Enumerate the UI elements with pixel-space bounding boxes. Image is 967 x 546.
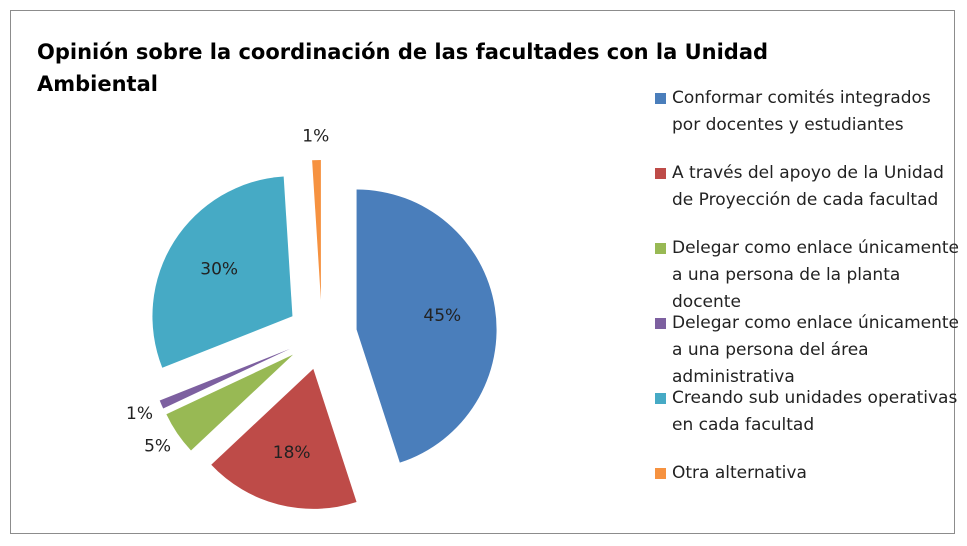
chart-title: Opinión sobre la coordinación de las fac… bbox=[37, 40, 769, 96]
legend-entry: Conformar comités integrados por docente… bbox=[655, 85, 960, 139]
legend-swatch bbox=[655, 468, 666, 479]
pie-slice bbox=[152, 176, 293, 368]
data-label: 1% bbox=[126, 404, 153, 424]
legend-label: Otra alternativa bbox=[672, 463, 807, 483]
legend-entry: Delegar como enlace únicamente a una per… bbox=[655, 235, 960, 316]
data-label: 1% bbox=[302, 126, 329, 146]
legend-swatch bbox=[655, 93, 666, 104]
legend-label: Delegar como enlace únicamente a una per… bbox=[672, 313, 959, 387]
chart-border bbox=[10, 10, 955, 534]
data-label: 18% bbox=[273, 443, 311, 463]
pie-slice bbox=[211, 368, 357, 509]
legend-entry: Delegar como enlace únicamente a una per… bbox=[655, 310, 960, 391]
legend-swatch bbox=[655, 243, 666, 254]
legend-entry: A través del apoyo de la Unidad de Proye… bbox=[655, 160, 960, 214]
legend-label: Creando sub unidades operativas en cada … bbox=[672, 388, 958, 435]
data-label: 30% bbox=[200, 260, 238, 280]
legend-swatch bbox=[655, 318, 666, 329]
legend-label: Delegar como enlace únicamente a una per… bbox=[672, 238, 959, 312]
pie-slice bbox=[159, 348, 290, 409]
legend-label: Conformar comités integrados por docente… bbox=[672, 88, 931, 135]
pie-slice bbox=[312, 160, 321, 301]
pie-slice bbox=[356, 189, 497, 463]
pie-slice bbox=[166, 354, 294, 451]
data-label: 45% bbox=[423, 306, 461, 326]
legend-entry: Creando sub unidades operativas en cada … bbox=[655, 385, 960, 439]
legend-swatch bbox=[655, 393, 666, 404]
legend-entry: Otra alternativa bbox=[655, 460, 960, 487]
data-label: 5% bbox=[144, 437, 171, 457]
legend-label: A través del apoyo de la Unidad de Proye… bbox=[672, 163, 944, 210]
legend-swatch bbox=[655, 168, 666, 179]
